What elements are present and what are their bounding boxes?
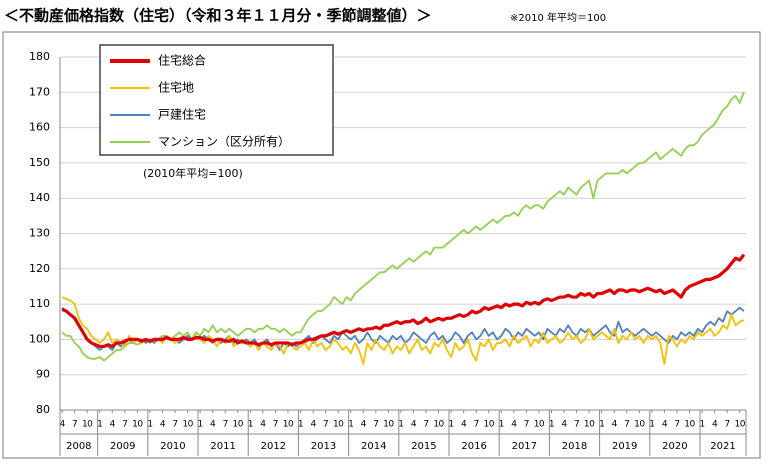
series-line xyxy=(61,296,745,366)
y-tick-label: 170 xyxy=(29,85,50,98)
x-tick-label: 4 xyxy=(561,420,567,430)
x-tick-label: 4 xyxy=(662,420,668,430)
x-tick-label: 4 xyxy=(712,420,718,430)
y-tick-label: 100 xyxy=(29,332,50,345)
year-label: 2012 xyxy=(261,441,286,452)
x-tick-label: 4 xyxy=(110,420,116,430)
year-label: 2010 xyxy=(160,441,185,452)
year-label: 2020 xyxy=(662,441,687,452)
y-tick-label: 180 xyxy=(29,50,50,63)
x-tick-label: 4 xyxy=(260,420,266,430)
y-tick-label: 140 xyxy=(29,191,50,204)
legend-label: 住宅総合 xyxy=(158,53,206,68)
x-tick-label: 4 xyxy=(210,420,216,430)
x-tick-label: 7 xyxy=(725,420,730,430)
x-tick-label: 1 xyxy=(97,420,102,430)
x-tick-label: 1 xyxy=(147,420,152,430)
legend-label: マンション（区分所有） xyxy=(158,135,290,149)
year-label: 2021 xyxy=(710,441,735,452)
year-label: 2008 xyxy=(66,441,91,452)
x-tick-label: 7 xyxy=(674,420,679,430)
x-tick-label: 10 xyxy=(283,420,294,430)
x-tick-label: 4 xyxy=(361,420,367,430)
x-tick-label: 7 xyxy=(122,420,127,430)
year-label: 2018 xyxy=(562,441,587,452)
x-tick-label: 7 xyxy=(423,420,428,430)
x-tick-label: 1 xyxy=(649,420,654,430)
x-tick-label: 10 xyxy=(734,420,745,430)
x-tick-label: 4 xyxy=(310,420,316,430)
x-tick-label: 7 xyxy=(574,420,579,430)
x-tick-label: 4 xyxy=(411,420,417,430)
year-label: 2016 xyxy=(461,441,486,452)
year-label: 2014 xyxy=(361,441,386,452)
year-label: 2011 xyxy=(210,441,235,452)
x-tick-label: 10 xyxy=(132,420,143,430)
y-tick-label: 80 xyxy=(36,403,50,416)
x-tick-label: 1 xyxy=(398,420,403,430)
year-label: 2019 xyxy=(612,441,637,452)
x-tick-label: 1 xyxy=(448,420,453,430)
x-tick-label: 10 xyxy=(233,420,244,430)
legend-label: 住宅地 xyxy=(158,80,194,95)
series-line xyxy=(61,306,745,351)
x-tick-label: 7 xyxy=(624,420,629,430)
x-tick-label: 7 xyxy=(72,420,77,430)
year-label: 2009 xyxy=(110,441,135,452)
x-tick-label: 4 xyxy=(59,420,65,430)
series-line xyxy=(61,91,745,362)
x-tick-label: 4 xyxy=(160,420,166,430)
x-tick-label: 1 xyxy=(499,420,504,430)
x-tick-label: 4 xyxy=(461,420,467,430)
chart-subtitle: ※2010 年平均＝100 xyxy=(510,11,606,24)
x-tick-label: 7 xyxy=(273,420,278,430)
chart-frame xyxy=(2,31,761,459)
y-tick-label: 120 xyxy=(29,262,50,275)
x-tick-label: 1 xyxy=(198,420,203,430)
year-label: 2017 xyxy=(512,441,537,452)
x-tick-label: 7 xyxy=(223,420,228,430)
x-tick-label: 10 xyxy=(333,420,344,430)
x-tick-label: 10 xyxy=(684,420,695,430)
legend-box xyxy=(99,44,334,156)
legend-label: 戸建住宅 xyxy=(158,107,206,122)
x-tick-label: 4 xyxy=(612,420,618,430)
x-tick-label: 1 xyxy=(248,420,253,430)
chart-title: ＜不動産価格指数（住宅）（令和３年１１月分・季節調整値）＞ xyxy=(4,7,432,25)
x-tick-label: 4 xyxy=(511,420,517,430)
y-tick-label: 110 xyxy=(29,297,50,310)
x-tick-label: 10 xyxy=(383,420,394,430)
x-tick-label: 7 xyxy=(524,420,529,430)
x-tick-label: 10 xyxy=(634,420,645,430)
x-tick-label: 1 xyxy=(549,420,554,430)
x-tick-label: 1 xyxy=(599,420,604,430)
x-tick-label: 7 xyxy=(172,420,177,430)
x-tick-label: 10 xyxy=(484,420,495,430)
series-line xyxy=(61,253,746,349)
x-tick-label: 10 xyxy=(433,420,444,430)
year-label: 2015 xyxy=(411,441,436,452)
y-tick-label: 160 xyxy=(29,121,50,134)
x-tick-label: 1 xyxy=(699,420,704,430)
x-tick-label: 7 xyxy=(373,420,378,430)
y-tick-label: 130 xyxy=(29,227,50,240)
x-tick-label: 10 xyxy=(182,420,193,430)
x-tick-label: 10 xyxy=(584,420,595,430)
x-tick-label: 7 xyxy=(323,420,328,430)
annotation: (2010年平均=100) xyxy=(143,166,243,180)
year-label: 2013 xyxy=(311,441,336,452)
y-tick-label: 90 xyxy=(36,368,50,381)
x-tick-label: 10 xyxy=(82,420,93,430)
x-tick-label: 1 xyxy=(348,420,353,430)
x-tick-label: 10 xyxy=(534,420,545,430)
x-tick-label: 7 xyxy=(474,420,479,430)
y-tick-label: 150 xyxy=(29,156,50,169)
x-tick-label: 1 xyxy=(298,420,303,430)
